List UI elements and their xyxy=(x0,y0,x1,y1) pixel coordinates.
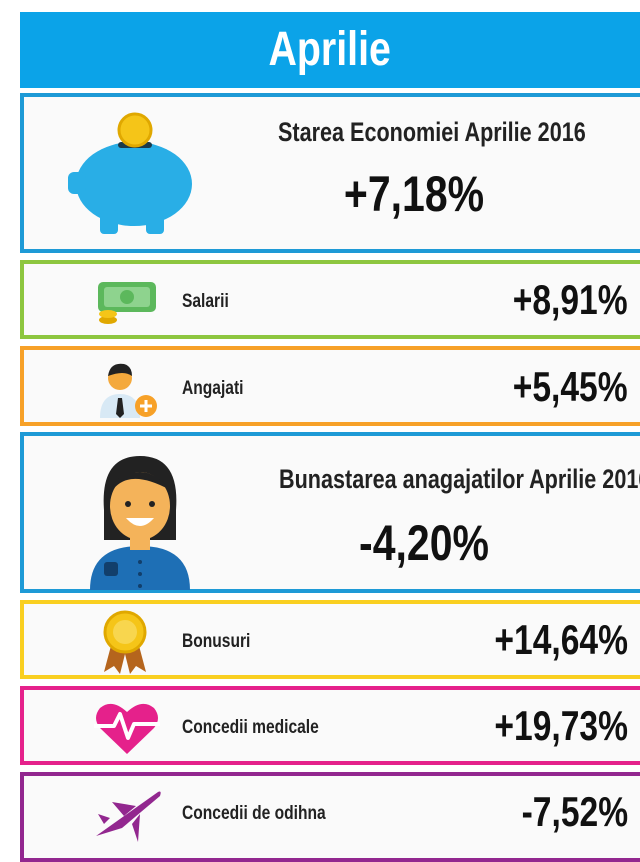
item-panel: Concedii de odihna -7,52% xyxy=(20,772,640,862)
item-panel: Salarii +8,91% xyxy=(20,260,640,339)
medal-icon xyxy=(103,610,147,674)
heart-icon xyxy=(94,703,160,754)
header-title: Aprilie xyxy=(268,23,392,76)
item-value: +8,91% xyxy=(513,276,628,323)
item-label: Bonusuri xyxy=(182,631,251,652)
money-icon xyxy=(98,282,156,324)
item-label: Salarii xyxy=(182,291,229,312)
item-label: Angajati xyxy=(182,378,244,399)
panel-value: +7,18% xyxy=(343,166,485,222)
item-label: Concedii medicale xyxy=(182,717,319,738)
item-panel: Bonusuri +14,64% xyxy=(20,600,640,679)
summary-panel: Starea Economiei Aprilie 2016 +7,18% xyxy=(20,93,640,253)
item-label: Concedii de odihna xyxy=(182,803,326,824)
summary-panel: Bunastarea anagajatilor Aprilie 2016 -4,… xyxy=(20,432,640,593)
panel-title: Starea Economiei Aprilie 2016 xyxy=(278,117,586,147)
plane-icon xyxy=(96,791,161,842)
item-value: +5,45% xyxy=(513,363,628,410)
item-panel: Angajati +5,45% xyxy=(20,346,640,426)
employee-icon xyxy=(100,363,157,418)
panel-value: -4,20% xyxy=(359,515,489,571)
piggy-icon xyxy=(68,112,192,234)
header: Aprilie xyxy=(20,12,640,88)
item-value: +14,64% xyxy=(494,616,628,663)
item-value: -7,52% xyxy=(521,788,628,835)
item-panel: Concedii medicale +19,73% xyxy=(20,686,640,765)
item-value: +19,73% xyxy=(494,702,628,749)
panel-title: Bunastarea anagajatilor Aprilie 2016 xyxy=(279,464,640,494)
woman-icon xyxy=(90,456,190,590)
